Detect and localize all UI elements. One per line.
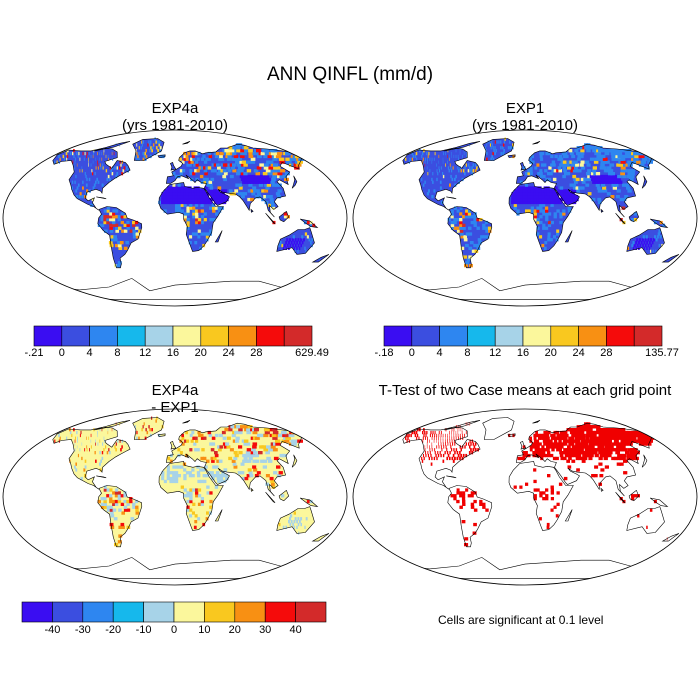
- map-panel-exp4a: [2, 129, 348, 307]
- panel-title-line2: - EXP1: [151, 399, 199, 416]
- colorbar-swatch: [21, 601, 53, 623]
- colorbar-tick-label: 8: [114, 347, 121, 359]
- colorbar-swatch: [494, 325, 524, 347]
- colorbar-swatch: [256, 325, 285, 347]
- colorbar-tick-label: 40: [289, 624, 302, 636]
- colorbar-swatch: [52, 601, 84, 623]
- colorbar-tick-label: 20: [228, 624, 241, 636]
- panel-title-line1: T-Test of two Case means at each grid po…: [378, 382, 672, 399]
- colorbar-tick-label: -40: [44, 624, 61, 636]
- colorbar-tick-label: 4: [436, 347, 443, 359]
- page-title: ANN QINFL (mm/d): [266, 64, 434, 85]
- colorbar-swatch: [33, 325, 63, 347]
- panel-title-ttest: T-Test of two Case means at each grid po…: [350, 382, 700, 399]
- colorbar-labels-exp1: -.18 0 4 8 12 16 20 24 28 135.77: [375, 347, 679, 361]
- map-border: [2, 408, 348, 586]
- colorbar-swatch: [633, 325, 663, 347]
- colorbar-tick-label: 0: [408, 347, 415, 359]
- significance-note: Cells are significant at 0.1 level: [438, 613, 604, 627]
- colorbar-exp4a: [33, 325, 313, 347]
- colorbar-tick-label: -.21: [24, 347, 44, 359]
- panel-title-line2: (yrs 1981-2010): [472, 117, 578, 134]
- colorbar-swatch: [204, 601, 236, 623]
- colorbar-swatch: [234, 601, 266, 623]
- colorbar-swatch: [467, 325, 496, 347]
- colorbar-tick-label: 0: [170, 624, 178, 636]
- colorbar-labels-difference: -40 -30 -20 -10 0 10 20 30 40: [22, 624, 326, 638]
- colorbar-swatch: [172, 325, 202, 347]
- panel-title-line1: EXP1: [505, 100, 545, 117]
- map-panel-exp1: [352, 129, 698, 307]
- map-border: [352, 129, 698, 307]
- colorbar-tick-label: 24: [222, 347, 235, 359]
- colorbar-tick-label: 12: [489, 347, 502, 359]
- map-panel-diff: [2, 408, 348, 586]
- colorbar-swatch: [522, 325, 552, 347]
- colorbar-tick-label: 0: [58, 347, 65, 359]
- colorbar-tick-label: -30: [74, 624, 91, 636]
- map-panel-ttest: [352, 408, 698, 586]
- colorbar-swatch: [264, 601, 296, 623]
- colorbar-tick-label: 20: [194, 347, 207, 359]
- colorbar-exp1: [383, 325, 663, 347]
- colorbar-swatch: [228, 325, 257, 347]
- colorbar-labels-exp4a: -.21 0 4 8 12 16 20 24 28 629.49: [25, 347, 329, 361]
- map-border: [2, 129, 348, 307]
- colorbar-swatch: [295, 601, 327, 623]
- coastlines: [402, 417, 680, 579]
- colorbar-swatch: [173, 601, 205, 623]
- panel-title-difference: EXP4a - EXP1: [0, 382, 350, 416]
- colorbar-tick-label: 12: [139, 347, 152, 359]
- colorbar-tick-label: -.18: [374, 347, 394, 359]
- colorbar-swatch: [411, 325, 440, 347]
- colorbar-swatch: [144, 325, 174, 347]
- colorbar-swatch: [550, 325, 579, 347]
- colorbar-tick-label: 16: [516, 347, 530, 359]
- panel-title-exp4a: EXP4a (yrs 1981-2010): [0, 100, 350, 134]
- colorbar-tick-label: 30: [259, 624, 272, 636]
- colorbar-swatch: [283, 325, 313, 347]
- colorbar-swatch: [89, 325, 118, 347]
- colorbar-swatch: [117, 325, 146, 347]
- colorbar-tick-label: 24: [572, 347, 585, 359]
- colorbar-tick-label: 28: [250, 347, 263, 359]
- colorbar-swatch: [578, 325, 607, 347]
- colorbar-tick-label: 4: [86, 347, 93, 359]
- colorbar-tick-label: 8: [464, 347, 471, 359]
- panel-title-line1: EXP4a: [151, 382, 199, 399]
- colorbar-swatch: [439, 325, 468, 347]
- colorbar-swatch: [143, 601, 175, 623]
- colorbar-swatch: [200, 325, 229, 347]
- colorbar-tick-label: 10: [198, 624, 211, 636]
- colorbar-swatch: [82, 601, 114, 623]
- colorbar-tick-label: -20: [105, 624, 122, 636]
- colorbar-swatch: [383, 325, 413, 347]
- colorbar-tick-label: -10: [135, 624, 152, 636]
- panel-title-line2: (yrs 1981-2010): [122, 117, 228, 134]
- colorbar-tick-label: 629.49: [295, 347, 329, 359]
- colorbar-tick-label: 135.77: [645, 347, 679, 359]
- colorbar-difference: [21, 601, 327, 623]
- map-border: [352, 408, 698, 586]
- panel-title-line1: EXP4a: [151, 100, 199, 117]
- colorbar-tick-label: 16: [166, 347, 180, 359]
- colorbar-swatch: [61, 325, 90, 347]
- colorbar-swatch: [112, 601, 144, 623]
- colorbar-swatch: [606, 325, 635, 347]
- colorbar-tick-label: 28: [600, 347, 613, 359]
- colorbar-tick-label: 20: [544, 347, 557, 359]
- panel-title-exp1: EXP1 (yrs 1981-2010): [350, 100, 700, 134]
- coastlines: [52, 417, 330, 579]
